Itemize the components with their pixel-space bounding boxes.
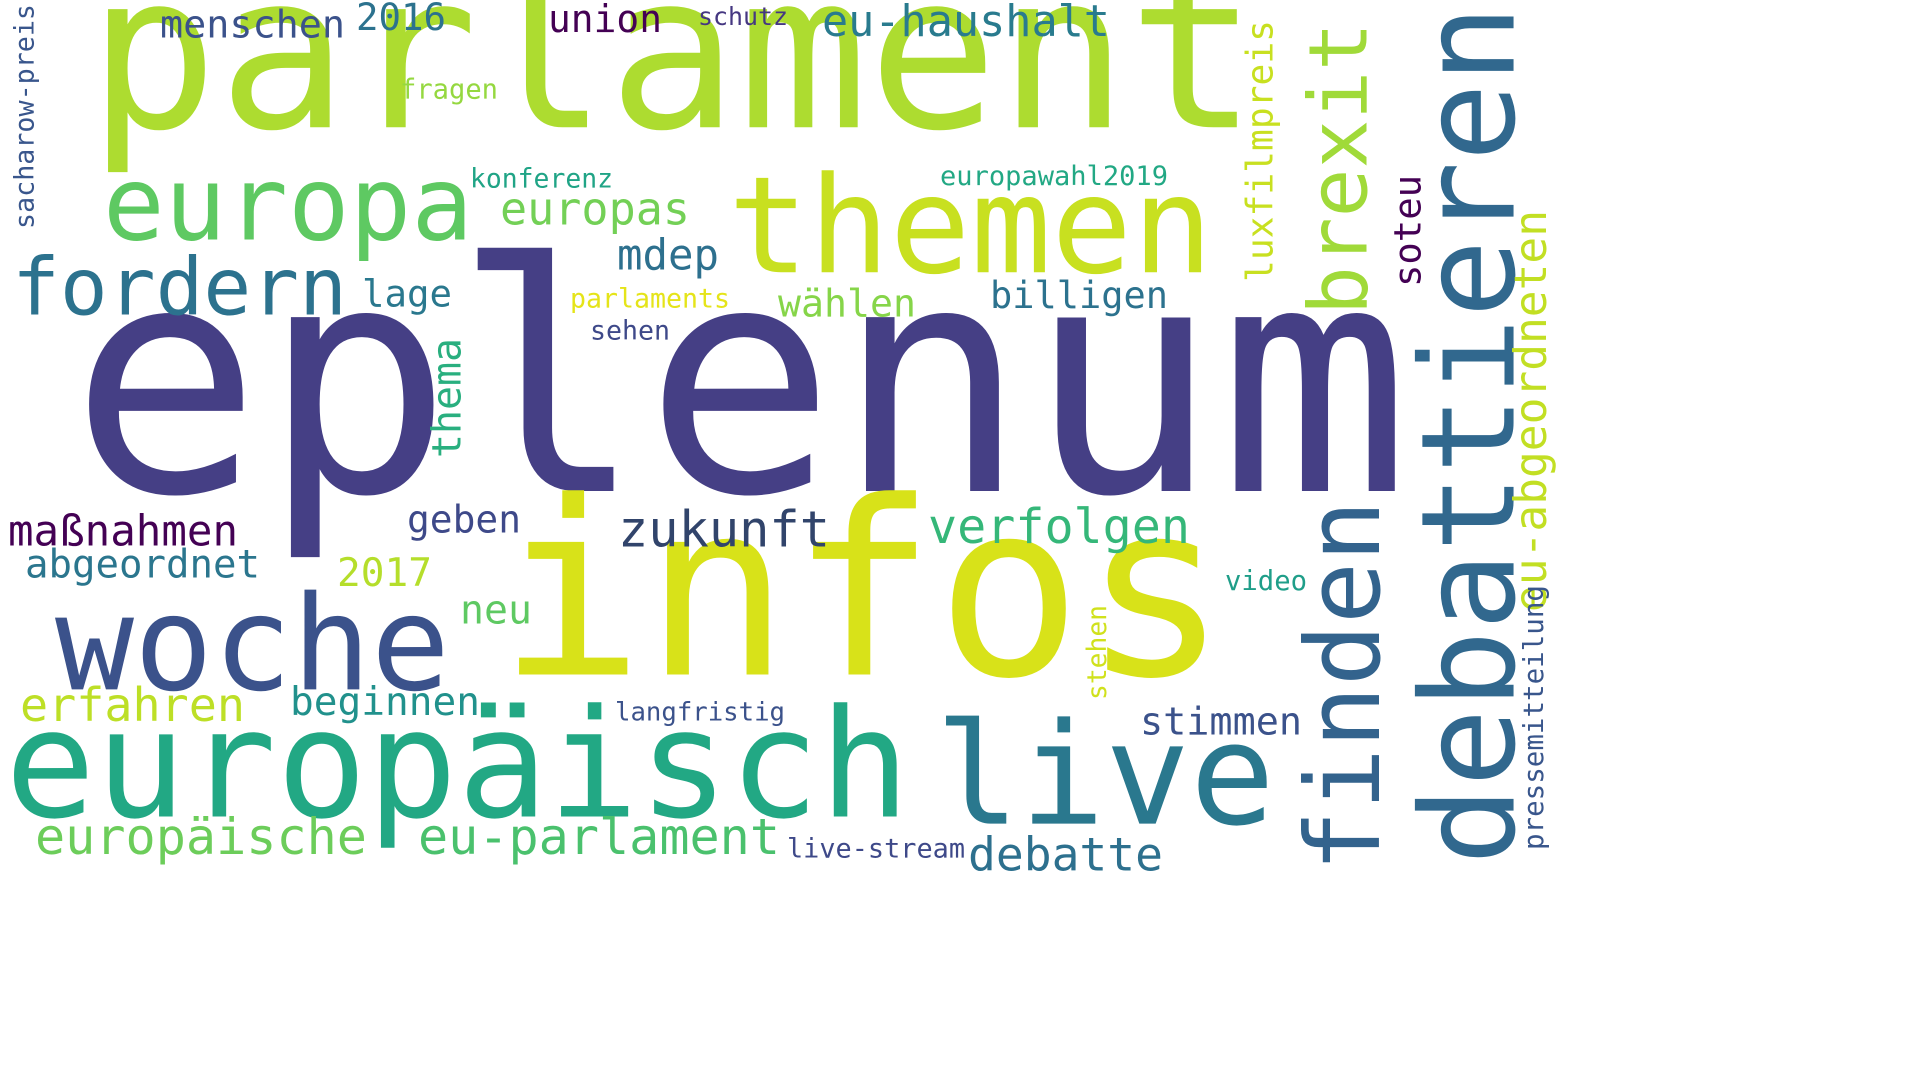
word-lage: lage <box>362 272 452 316</box>
word-eplenum: eplenum <box>70 195 1410 567</box>
word-live-stream: live-stream <box>787 833 965 865</box>
word-eu-haushalt: eu-haushalt <box>822 0 1110 47</box>
word-debatte: debatte <box>968 828 1163 883</box>
word-parlaments: parlaments <box>570 283 730 315</box>
word-europas: europas <box>500 182 690 236</box>
word-europawahl2019: europawahl2019 <box>940 160 1168 193</box>
word-europaeisch: europäisch <box>5 677 910 853</box>
word-abgeordnet: abgeordnet <box>25 541 260 587</box>
word-themen: themen <box>728 148 1213 305</box>
word-brexit: brexit <box>1291 22 1387 316</box>
word-beginnen: beginnen <box>290 678 480 725</box>
word-konferenz: konferenz <box>470 163 613 195</box>
word-langfristig: langfristig <box>615 698 785 728</box>
word-finden: finden <box>1283 500 1404 872</box>
word-2016: 2016 <box>356 0 446 40</box>
word-mdep: mdep <box>617 231 719 281</box>
word-europa: europa <box>103 144 473 264</box>
word-zukunft: zukunft <box>618 501 830 560</box>
word-2017: 2017 <box>337 549 432 596</box>
word-eu-parlament: eu-parlament <box>418 807 780 867</box>
word-eu-abgeordneten: eu-abgeordneten <box>1506 210 1557 612</box>
word-sacharow-preis: sacharow-preis <box>9 4 41 230</box>
word-parlament: parlament <box>88 0 1258 179</box>
word-video: video <box>1225 565 1307 598</box>
word-menschen: menschen <box>160 1 345 47</box>
word-stehen: stehen <box>1082 605 1114 700</box>
word-europaeische: europäische <box>35 807 367 867</box>
word-waehlen: wählen <box>778 282 916 327</box>
word-geben: geben <box>407 498 521 542</box>
word-fordern: fordern <box>12 241 347 334</box>
word-billigen: billigen <box>990 274 1168 318</box>
word-thema: thema <box>423 338 471 458</box>
word-neu: neu <box>460 586 532 634</box>
word-pressemitteilung: pressemitteilung <box>1517 585 1550 850</box>
word-schutz: schutz <box>698 1 788 31</box>
word-infos: infos <box>498 449 1228 732</box>
word-massnahmen: maßnahmen <box>8 505 238 556</box>
word-fragen: fragen <box>400 73 498 106</box>
word-woche: woche <box>55 569 451 722</box>
word-live: live <box>935 693 1275 858</box>
word-sehen: sehen <box>590 315 670 347</box>
word-stimmen: stimmen <box>1140 698 1302 744</box>
word-soteu: soteu <box>1386 175 1431 287</box>
word-verfolgen: verfolgen <box>928 499 1190 556</box>
word-union: union <box>548 0 662 41</box>
word-luxfilmpreis: luxfilmpreis <box>1238 19 1282 282</box>
word-erfahren: erfahren <box>20 678 245 733</box>
